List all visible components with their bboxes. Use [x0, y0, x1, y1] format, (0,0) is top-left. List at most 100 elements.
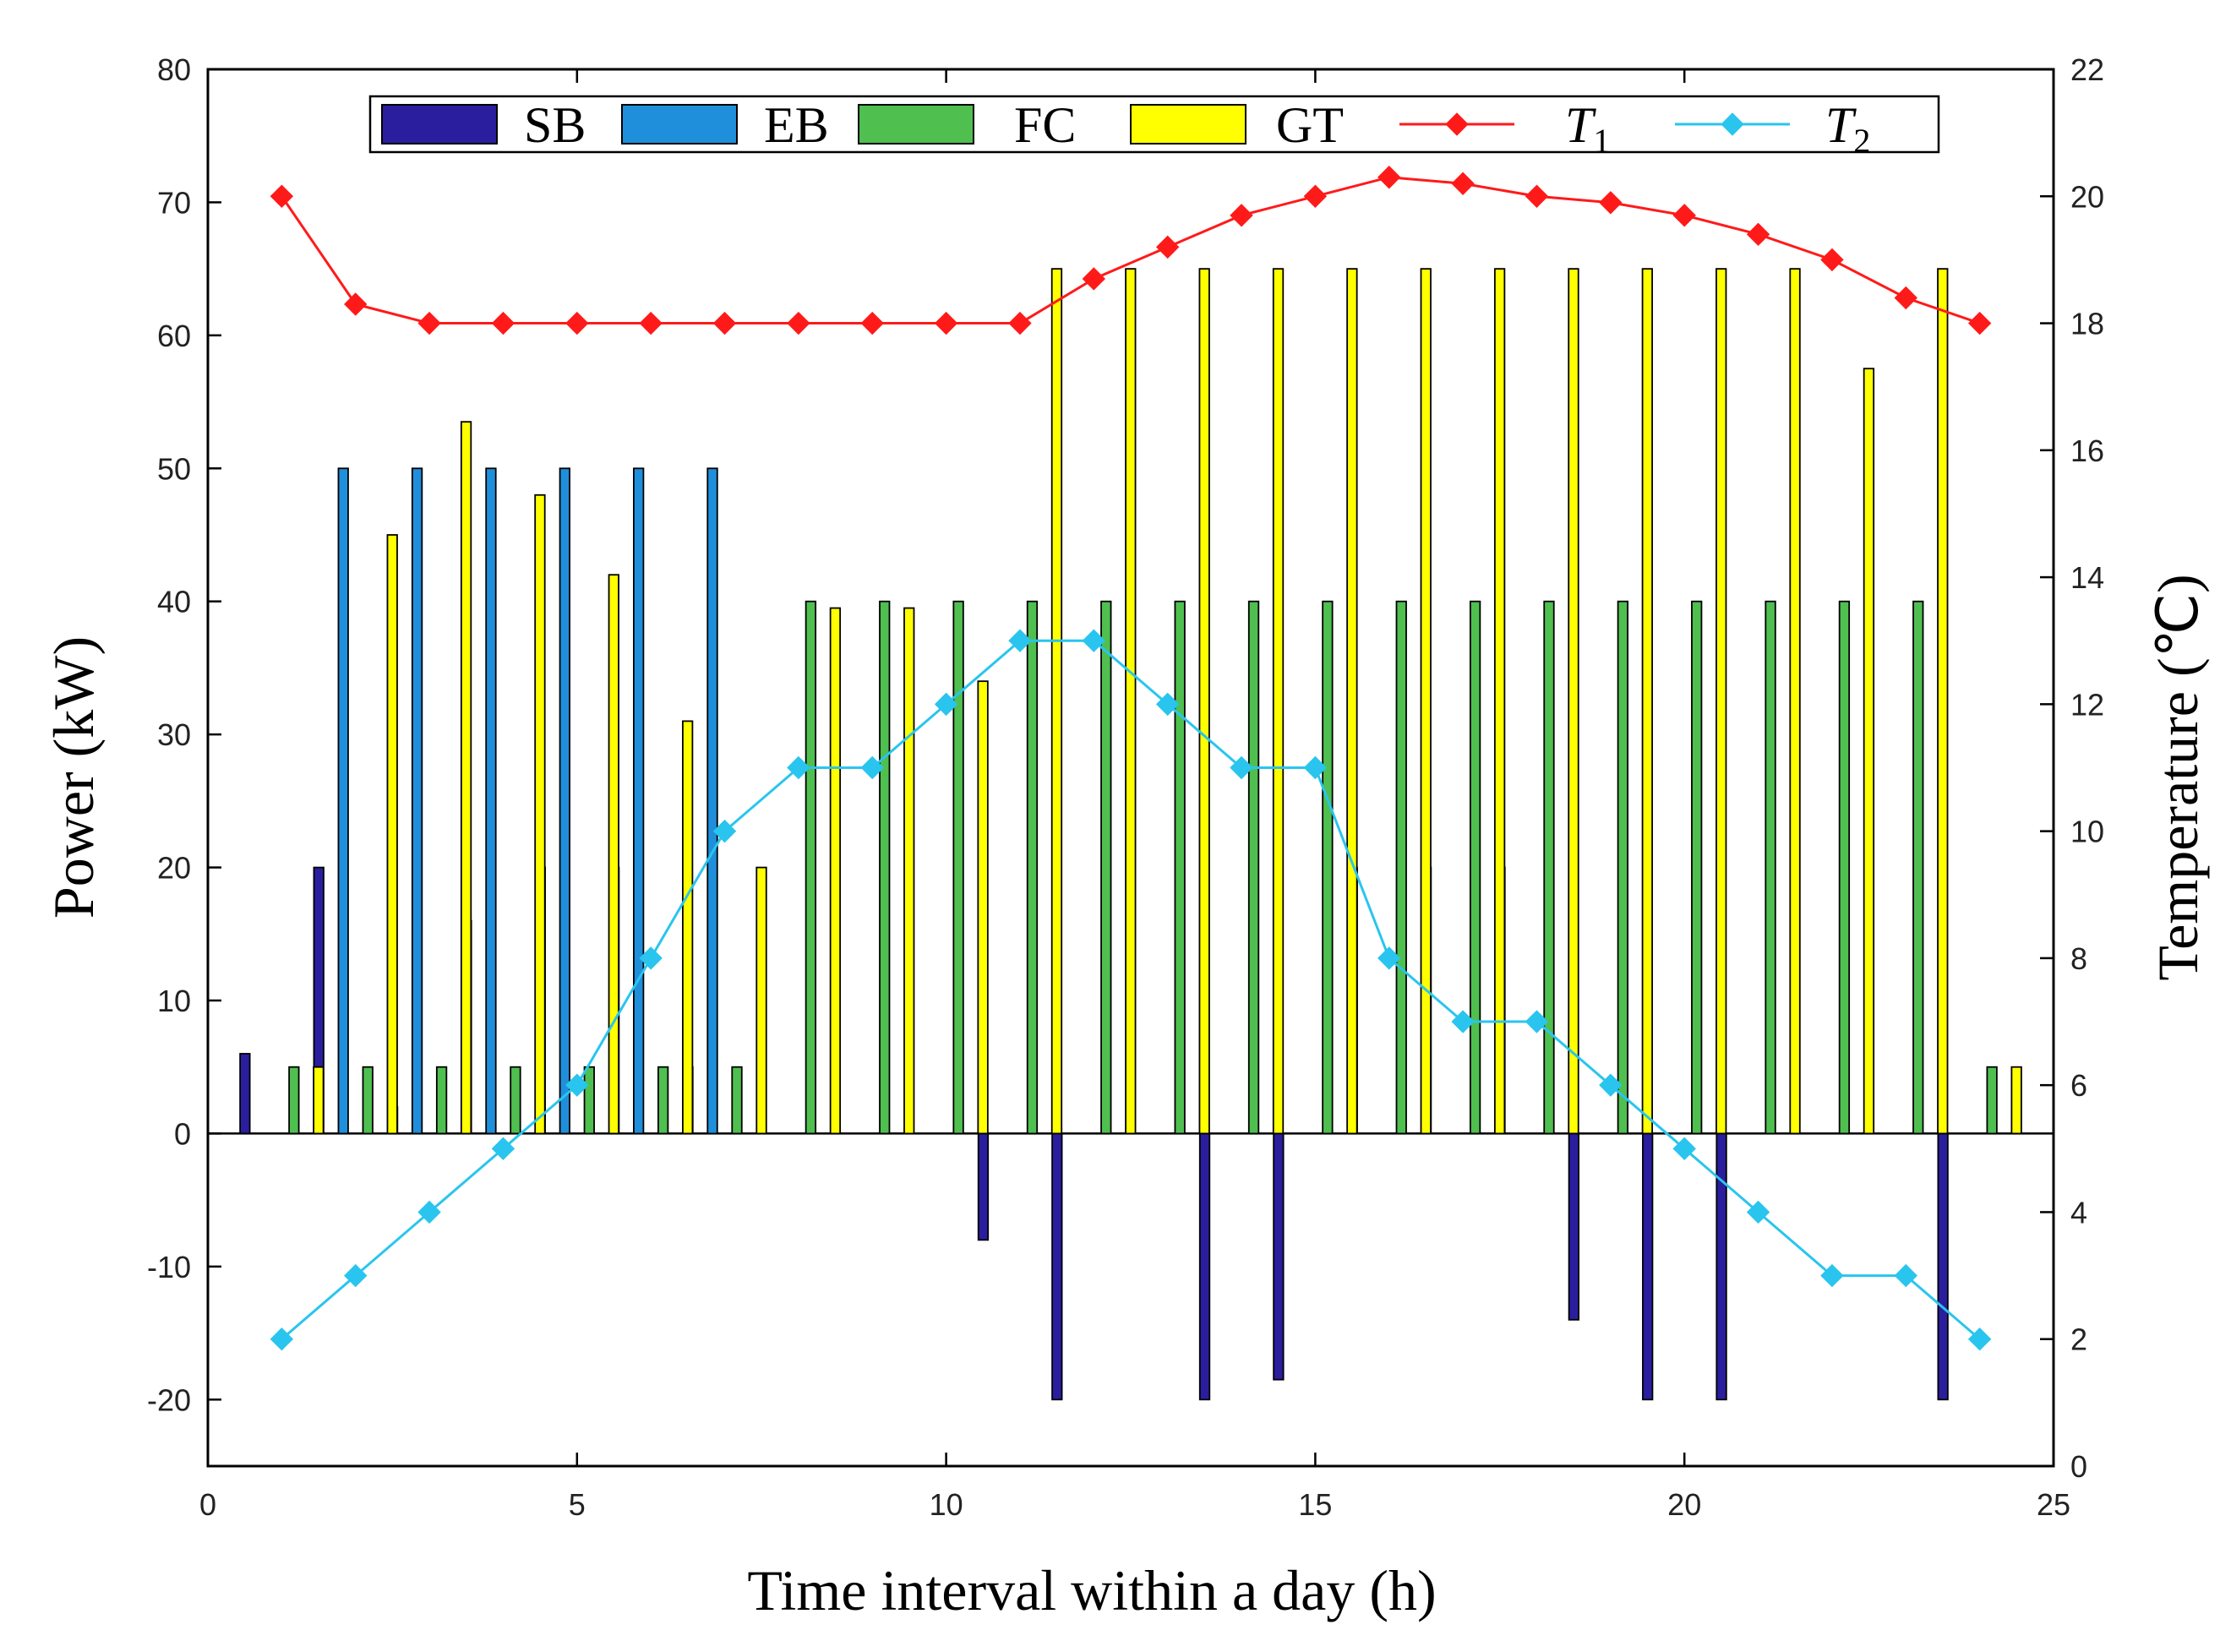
x-tick-label: 25 — [2037, 1487, 2070, 1522]
bar-gt-22 — [1863, 368, 1875, 1135]
marker-t2-2 — [344, 1263, 368, 1288]
bar-sb-21 — [1716, 1132, 1727, 1401]
legend-swatch-gt — [1130, 104, 1246, 144]
bar-fc-7 — [731, 1066, 743, 1135]
y-tick-label: 30 — [157, 717, 191, 752]
bar-gt-23 — [1937, 268, 1949, 1135]
marker-t2-12 — [1082, 629, 1106, 652]
y2-tick-label: 8 — [2070, 941, 2087, 976]
bar-fc-1 — [288, 1066, 300, 1135]
y-tick-label: 60 — [157, 319, 191, 353]
x-tick-label: 0 — [199, 1487, 216, 1522]
y2-tick-label: 14 — [2070, 560, 2104, 595]
marker-t1-8 — [787, 311, 810, 335]
bar-fc-14 — [1247, 600, 1260, 1135]
y2-tick-label: 20 — [2070, 179, 2104, 214]
y-tick-label: 50 — [157, 451, 191, 486]
bar-fc-18 — [1543, 600, 1555, 1135]
bar-gt-10 — [977, 680, 989, 1135]
bar-fc-15 — [1322, 600, 1334, 1135]
bar-fc-9 — [879, 600, 891, 1135]
marker-t2-3 — [417, 1200, 441, 1224]
bar-gt-7 — [755, 866, 767, 1135]
marker-t1-19 — [1599, 191, 1623, 215]
lines-layer — [270, 166, 1992, 1351]
marker-t2-1 — [270, 1328, 294, 1351]
marker-t1-24 — [1967, 311, 1992, 335]
marker-t1-21 — [1746, 222, 1770, 247]
bar-fc-21 — [1765, 600, 1776, 1135]
bar-fc-12 — [1100, 600, 1112, 1135]
marker-t2-13 — [1155, 692, 1180, 717]
x-tick-label: 10 — [930, 1487, 963, 1522]
legend-label-fc: FC — [1014, 97, 1076, 153]
bar-fc-8 — [805, 600, 817, 1135]
marker-t2-17 — [1451, 1010, 1475, 1033]
y-tick-label: 70 — [157, 185, 191, 220]
plot-frame — [206, 68, 2055, 1468]
marker-t2-23 — [1894, 1263, 1917, 1288]
marker-t1-3 — [417, 311, 441, 335]
bar-gt-1 — [313, 1066, 325, 1135]
y-tick-label: -20 — [147, 1382, 191, 1417]
bar-gt-18 — [1568, 268, 1579, 1135]
y-tick-label: 20 — [157, 851, 191, 886]
bar-gt-19 — [1641, 268, 1653, 1135]
marker-t1-10 — [934, 311, 958, 335]
marker-t1-15 — [1303, 184, 1328, 208]
marker-t2-4 — [491, 1137, 515, 1161]
bar-gt-16 — [1420, 268, 1432, 1135]
bar-sb-24 — [1937, 1132, 1949, 1401]
y-tick-label: 80 — [157, 52, 191, 87]
marker-t2-21 — [1746, 1200, 1770, 1224]
bar-fc-10 — [952, 600, 964, 1135]
marker-t1-23 — [1894, 286, 1917, 310]
bar-sb-19 — [1568, 1132, 1579, 1321]
bar-gt-12 — [1125, 268, 1137, 1135]
bar-eb-2 — [337, 467, 349, 1135]
y2-tick-label: 18 — [2070, 307, 2104, 341]
bar-gt-9 — [903, 607, 915, 1135]
y-tick-label: 40 — [157, 585, 191, 619]
bar-eb-3 — [411, 467, 423, 1135]
marker-t2-14 — [1230, 755, 1253, 780]
y-tick-label: 0 — [174, 1116, 191, 1151]
marker-t1-18 — [1525, 184, 1549, 208]
marker-t2-7 — [712, 819, 737, 843]
bar-fc-2 — [362, 1066, 374, 1135]
legend-label-sb: SB — [524, 97, 586, 153]
bar-eb-7 — [706, 467, 718, 1135]
bar-eb-4 — [485, 467, 497, 1135]
bar-fc-22 — [1838, 600, 1851, 1135]
bar-fc-6 — [657, 1066, 669, 1135]
y2-axis-title: Temperature (℃) — [2146, 574, 2210, 980]
line-t2 — [281, 639, 1981, 1340]
legend-label-eb: EB — [764, 97, 829, 153]
marker-t1-5 — [565, 311, 589, 335]
legend-swatch-eb — [621, 104, 738, 144]
x-tick-label: 20 — [1667, 1487, 1701, 1522]
bar-sb-11 — [977, 1132, 990, 1241]
marker-t2-11 — [1008, 629, 1032, 652]
bar-sb-12 — [1051, 1132, 1063, 1401]
y2-tick-label: 2 — [2070, 1322, 2087, 1357]
bar-fc-4 — [510, 1066, 521, 1135]
bar-eb-6 — [633, 467, 645, 1135]
bars-layer — [239, 268, 2022, 1401]
bar-fc-16 — [1395, 600, 1407, 1135]
y-tick-label: 10 — [157, 984, 191, 1018]
y2-tick-label: 0 — [2070, 1449, 2087, 1484]
marker-t2-18 — [1525, 1010, 1549, 1033]
bar-gt-4 — [534, 493, 546, 1135]
y2-tick-label: 10 — [2070, 815, 2104, 849]
bar-fc-17 — [1469, 600, 1481, 1135]
bar-fc-13 — [1174, 600, 1186, 1135]
legend-label-gt: GT — [1276, 97, 1344, 153]
legend: SB EB FC GT T1 T2 — [368, 95, 1940, 160]
bar-fc-24 — [1986, 1066, 1998, 1135]
y2-tick-label: 6 — [2070, 1068, 2087, 1103]
bar-gt-20 — [1716, 268, 1727, 1135]
x-tick-label: 5 — [569, 1487, 586, 1522]
marker-t2-6 — [639, 946, 663, 970]
